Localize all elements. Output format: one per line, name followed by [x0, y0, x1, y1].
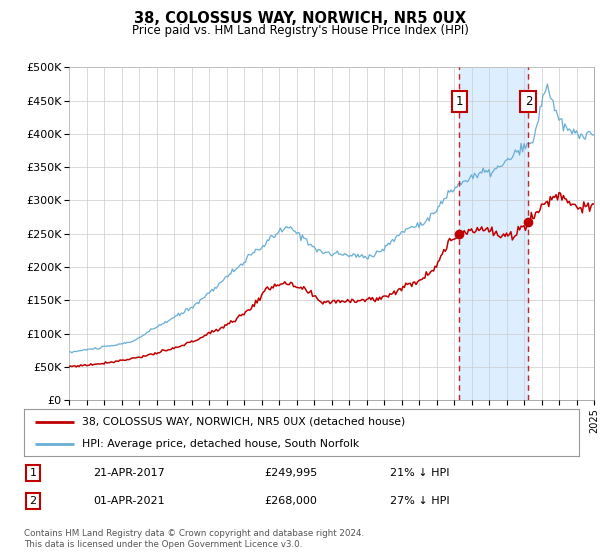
- Text: 1: 1: [455, 95, 463, 108]
- Bar: [460, 67, 529, 400]
- Text: 2: 2: [524, 95, 532, 108]
- Text: 38, COLOSSUS WAY, NORWICH, NR5 0UX (detached house): 38, COLOSSUS WAY, NORWICH, NR5 0UX (deta…: [82, 417, 406, 427]
- Text: 21-APR-2017: 21-APR-2017: [93, 468, 165, 478]
- Text: £268,000: £268,000: [264, 496, 317, 506]
- Text: Contains HM Land Registry data © Crown copyright and database right 2024.
This d: Contains HM Land Registry data © Crown c…: [24, 529, 364, 549]
- Text: Price paid vs. HM Land Registry's House Price Index (HPI): Price paid vs. HM Land Registry's House …: [131, 24, 469, 36]
- Text: £249,995: £249,995: [264, 468, 317, 478]
- Text: 27% ↓ HPI: 27% ↓ HPI: [390, 496, 449, 506]
- Text: 21% ↓ HPI: 21% ↓ HPI: [390, 468, 449, 478]
- Text: 01-APR-2021: 01-APR-2021: [93, 496, 164, 506]
- Text: HPI: Average price, detached house, South Norfolk: HPI: Average price, detached house, Sout…: [82, 438, 359, 449]
- Text: 2: 2: [29, 496, 37, 506]
- Text: 1: 1: [29, 468, 37, 478]
- Text: 38, COLOSSUS WAY, NORWICH, NR5 0UX: 38, COLOSSUS WAY, NORWICH, NR5 0UX: [134, 11, 466, 26]
